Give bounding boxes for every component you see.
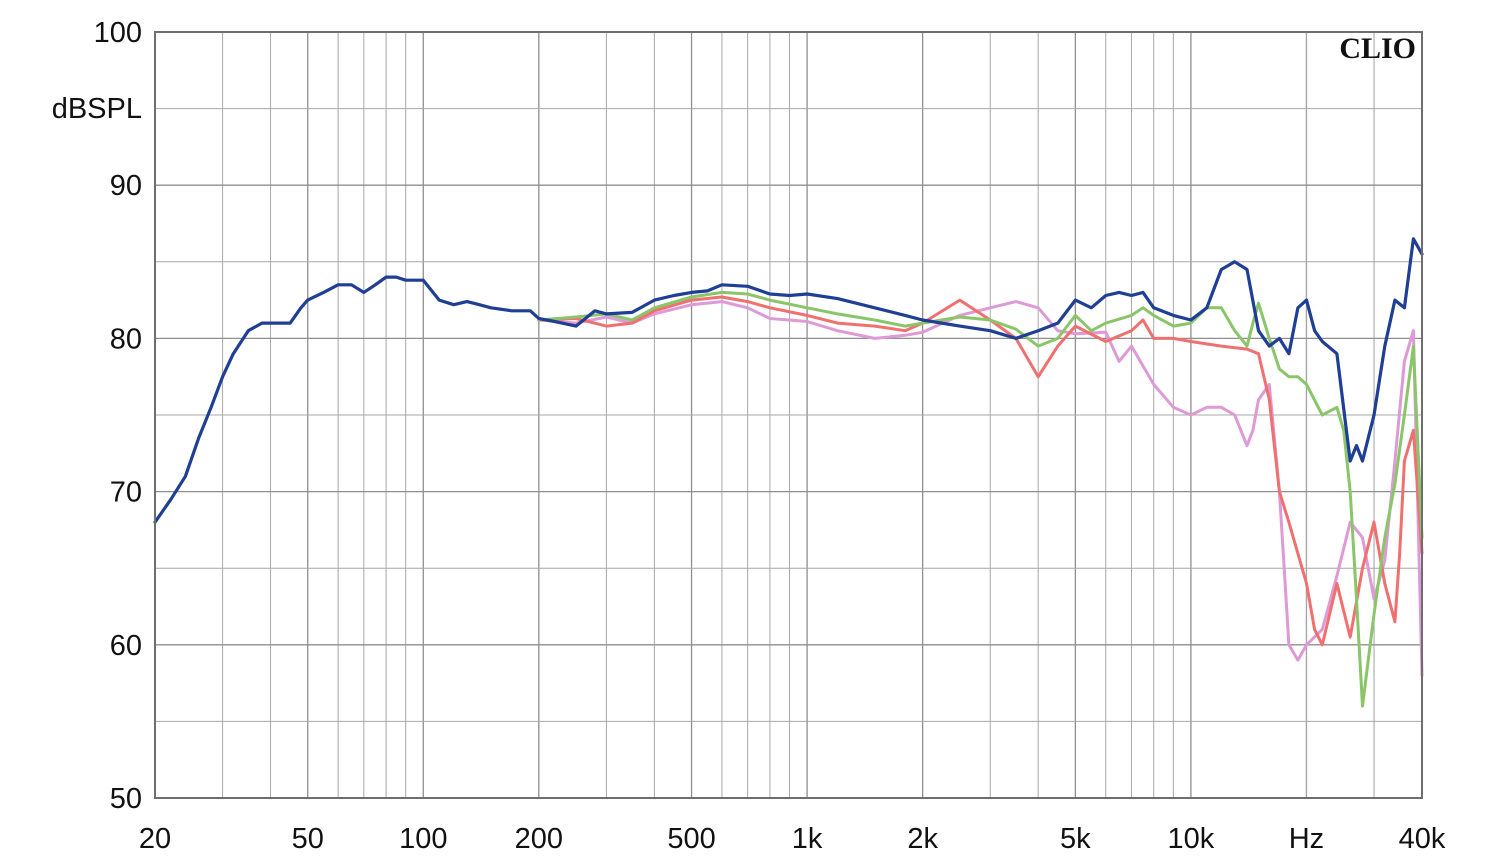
plot-curves <box>153 237 1424 708</box>
x-tick-label: 100 <box>399 823 447 855</box>
y-tick-label: 50 <box>110 783 142 815</box>
x-tick-label: 40k <box>1399 823 1446 855</box>
x-tick-label: 2k <box>907 823 938 855</box>
x-tick-label: Hz <box>1289 823 1324 855</box>
y-tick-label: 100 <box>94 17 142 49</box>
y-tick-label: 90 <box>110 170 142 202</box>
x-tick-label: 50 <box>292 823 324 855</box>
x-tick-label: 200 <box>515 823 563 855</box>
x-tick-label: 10k <box>1168 823 1215 855</box>
brand-watermark: CLIO <box>1339 32 1416 65</box>
x-tick-label: 20 <box>139 823 171 855</box>
response-curve <box>537 295 1424 647</box>
response-curve <box>153 237 1424 524</box>
x-tick-label: 500 <box>667 823 715 855</box>
x-tick-label: 1k <box>792 823 823 855</box>
response-curve <box>537 300 1424 677</box>
response-curve <box>537 290 1424 708</box>
y-tick-labels: 50 60 70 80 90 100 <box>94 17 142 815</box>
y-tick-label: 60 <box>110 630 142 662</box>
y-tick-label: 70 <box>110 477 142 509</box>
plot-frame <box>154 31 1423 799</box>
x-tick-label: 5k <box>1060 823 1091 855</box>
x-tick-labels: 20 50 100 200 500 1k 2k 5k 10k Hz 40k <box>139 823 1446 855</box>
plot-grid <box>154 31 1423 799</box>
y-axis-label: dBSPL <box>52 93 142 125</box>
y-tick-label: 80 <box>110 323 142 355</box>
